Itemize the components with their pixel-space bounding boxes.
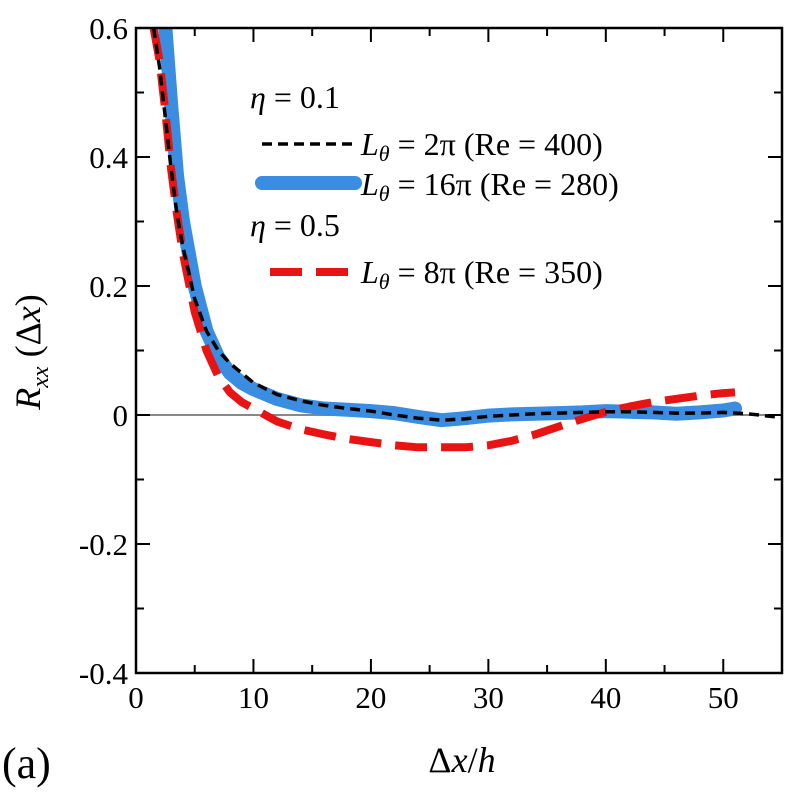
legend-label-series-1: Lθ = 16π (Re = 280) xyxy=(360,166,619,206)
y-axis-label: Rxx (Δx) xyxy=(8,294,54,410)
panel-label: (a) xyxy=(2,739,51,788)
x-tick-label: 0 xyxy=(128,680,144,715)
tick-label-layer: 0 10 20 30 40 50 -0.4 -0.2 0 0.2 0.4 0.6 xyxy=(79,11,739,715)
x-axis-label: Δx/h xyxy=(428,740,495,780)
y-tick-label: 0 xyxy=(113,398,129,433)
x-tick-label: 10 xyxy=(238,680,269,715)
series-line-2 xyxy=(149,28,736,452)
y-tick-label: -0.2 xyxy=(79,527,128,562)
series-layer xyxy=(149,28,782,452)
y-tick-label: 0.2 xyxy=(89,269,128,304)
series-line-0 xyxy=(151,28,782,422)
legend-group-header-eta-05: η = 0.5 xyxy=(250,207,340,243)
plot-frame xyxy=(134,26,784,675)
y-tick-label: 0.6 xyxy=(89,11,128,46)
legend-label-series-0: Lθ = 2π (Re = 400) xyxy=(360,126,603,166)
x-tick-label: 20 xyxy=(355,680,386,715)
x-tick-label: 30 xyxy=(473,680,504,715)
tick-layer xyxy=(135,27,783,674)
legend: η = 0.1 Lθ = 2π (Re = 400) Lθ = 16π (Re … xyxy=(250,79,619,294)
y-tick-label: -0.4 xyxy=(79,656,129,691)
legend-label-series-2: Lθ = 8π (Re = 350) xyxy=(360,254,603,294)
x-tick-label: 40 xyxy=(590,680,621,715)
y-tick-label: 0.4 xyxy=(89,140,128,175)
x-tick-label: 50 xyxy=(708,680,739,715)
legend-group-header-eta-01: η = 0.1 xyxy=(250,79,340,115)
